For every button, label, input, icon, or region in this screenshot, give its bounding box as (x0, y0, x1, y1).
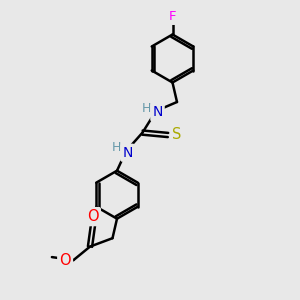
Text: S: S (172, 128, 182, 142)
Text: F: F (169, 10, 176, 23)
Text: H: H (142, 101, 151, 115)
Text: H: H (112, 141, 121, 154)
Text: O: O (87, 209, 99, 224)
Text: O: O (59, 253, 71, 268)
Text: N: N (122, 146, 133, 160)
Text: N: N (152, 106, 163, 119)
